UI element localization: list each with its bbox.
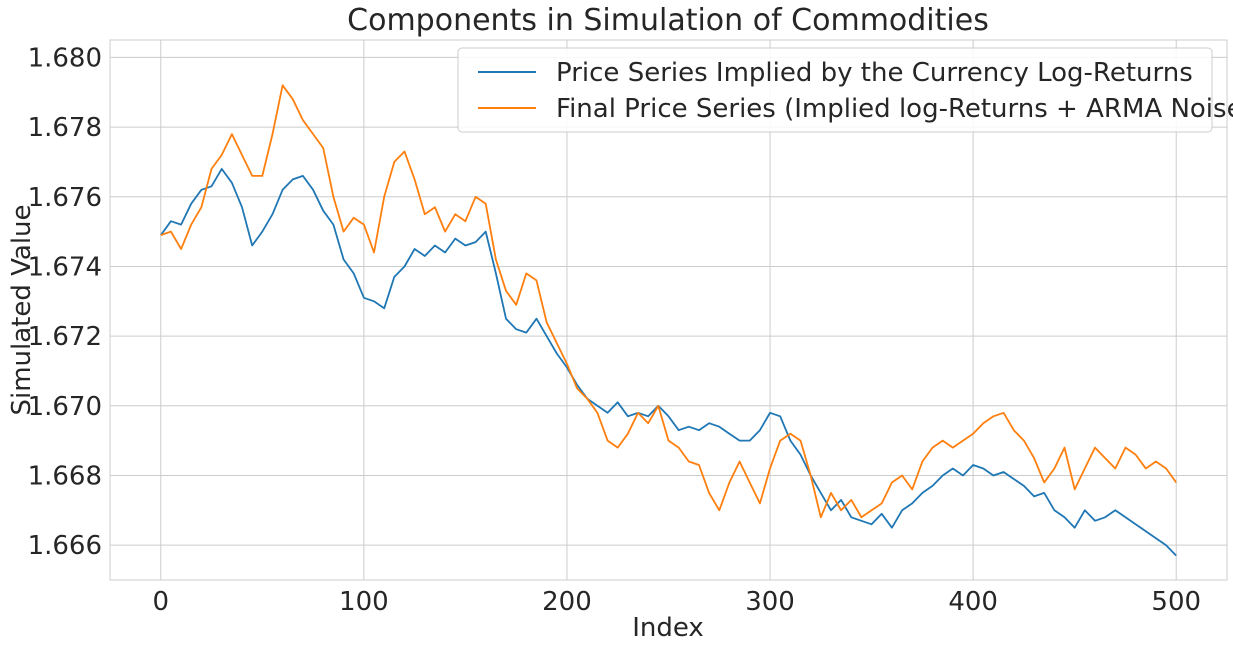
x-axis-label: Index (632, 613, 704, 643)
chart-title: Components in Simulation of Commodities (347, 3, 989, 38)
x-tick-label: 100 (339, 587, 389, 617)
y-tick-label: 1.670 (28, 392, 102, 422)
x-tick-label: 400 (948, 587, 998, 617)
legend: Price Series Implied by the Currency Log… (457, 47, 1233, 133)
x-tick-label: 500 (1151, 587, 1201, 617)
x-tick-label: 200 (542, 587, 592, 617)
legend-label-final-price-series: Final Price Series (Implied log-Returns … (556, 94, 1233, 124)
x-tick-label: 300 (745, 587, 795, 617)
y-tick-label: 1.678 (28, 113, 102, 143)
x-tick-label: 0 (152, 587, 169, 617)
y-tick-label: 1.674 (28, 252, 102, 282)
y-tick-label: 1.666 (28, 531, 102, 561)
series-line-price-implied (160, 167, 1177, 557)
legend-label-price-series: Price Series Implied by the Currency Log… (556, 58, 1193, 88)
y-tick-label: 1.676 (28, 183, 102, 213)
axis-ticks: 0 100 200 300 400 500 1.666 1.668 1.670 1.672 1.67… (28, 43, 1201, 617)
grid-lines (110, 40, 1227, 580)
y-tick-label: 1.680 (28, 43, 102, 73)
series-lines (160, 84, 1177, 557)
series-line-final-price (160, 84, 1177, 519)
y-tick-label: 1.668 (28, 461, 102, 491)
legend-box (457, 47, 1213, 133)
y-tick-label: 1.672 (28, 322, 102, 352)
y-axis-label: Simulated Value (7, 204, 37, 415)
